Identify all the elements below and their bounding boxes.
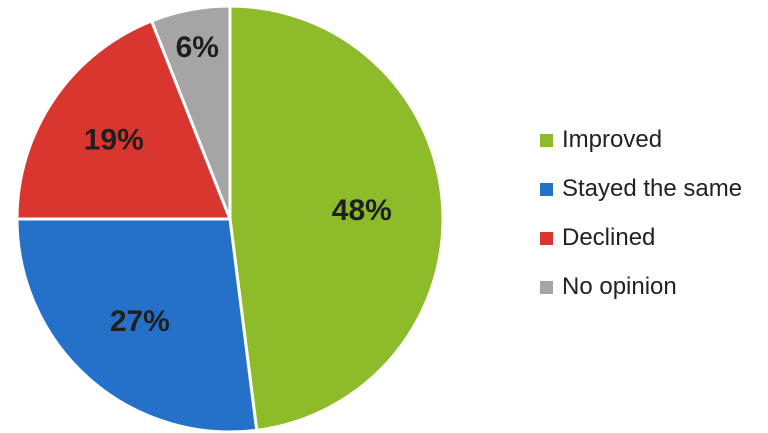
legend-item-declined: Declined (540, 224, 766, 251)
legend-swatch (540, 182, 553, 196)
data-label-stayed-the-same: 27% (110, 305, 170, 338)
legend-swatch (540, 280, 553, 294)
legend-item-improved: Improved (540, 126, 766, 153)
data-label-improved: 48% (332, 194, 392, 227)
legend-swatch (540, 231, 553, 245)
legend-label: Stayed the same (562, 175, 743, 202)
legend-label: No opinion (562, 273, 677, 300)
pie-slice-declined (15, 19, 232, 221)
data-label-no-opinion: 6% (176, 31, 219, 64)
pie-slice-improved (228, 4, 445, 432)
pie-slice-stayed-the-same (15, 217, 259, 433)
legend-item-stayed-the-same: Stayed the same (540, 175, 766, 202)
pie-data-labels: 48% 27% 19% 6% (84, 31, 392, 338)
legend-label: Improved (562, 126, 663, 153)
legend-item-no-opinion: No opinion (540, 273, 766, 300)
legend-swatch (540, 133, 553, 147)
legend-label: Declined (562, 224, 656, 251)
pie-slice-no-opinion (150, 4, 232, 221)
data-label-declined: 19% (84, 123, 144, 156)
pie-slices (15, 4, 445, 433)
legend: Improved Stayed the same Declined No opinio… (540, 126, 766, 324)
